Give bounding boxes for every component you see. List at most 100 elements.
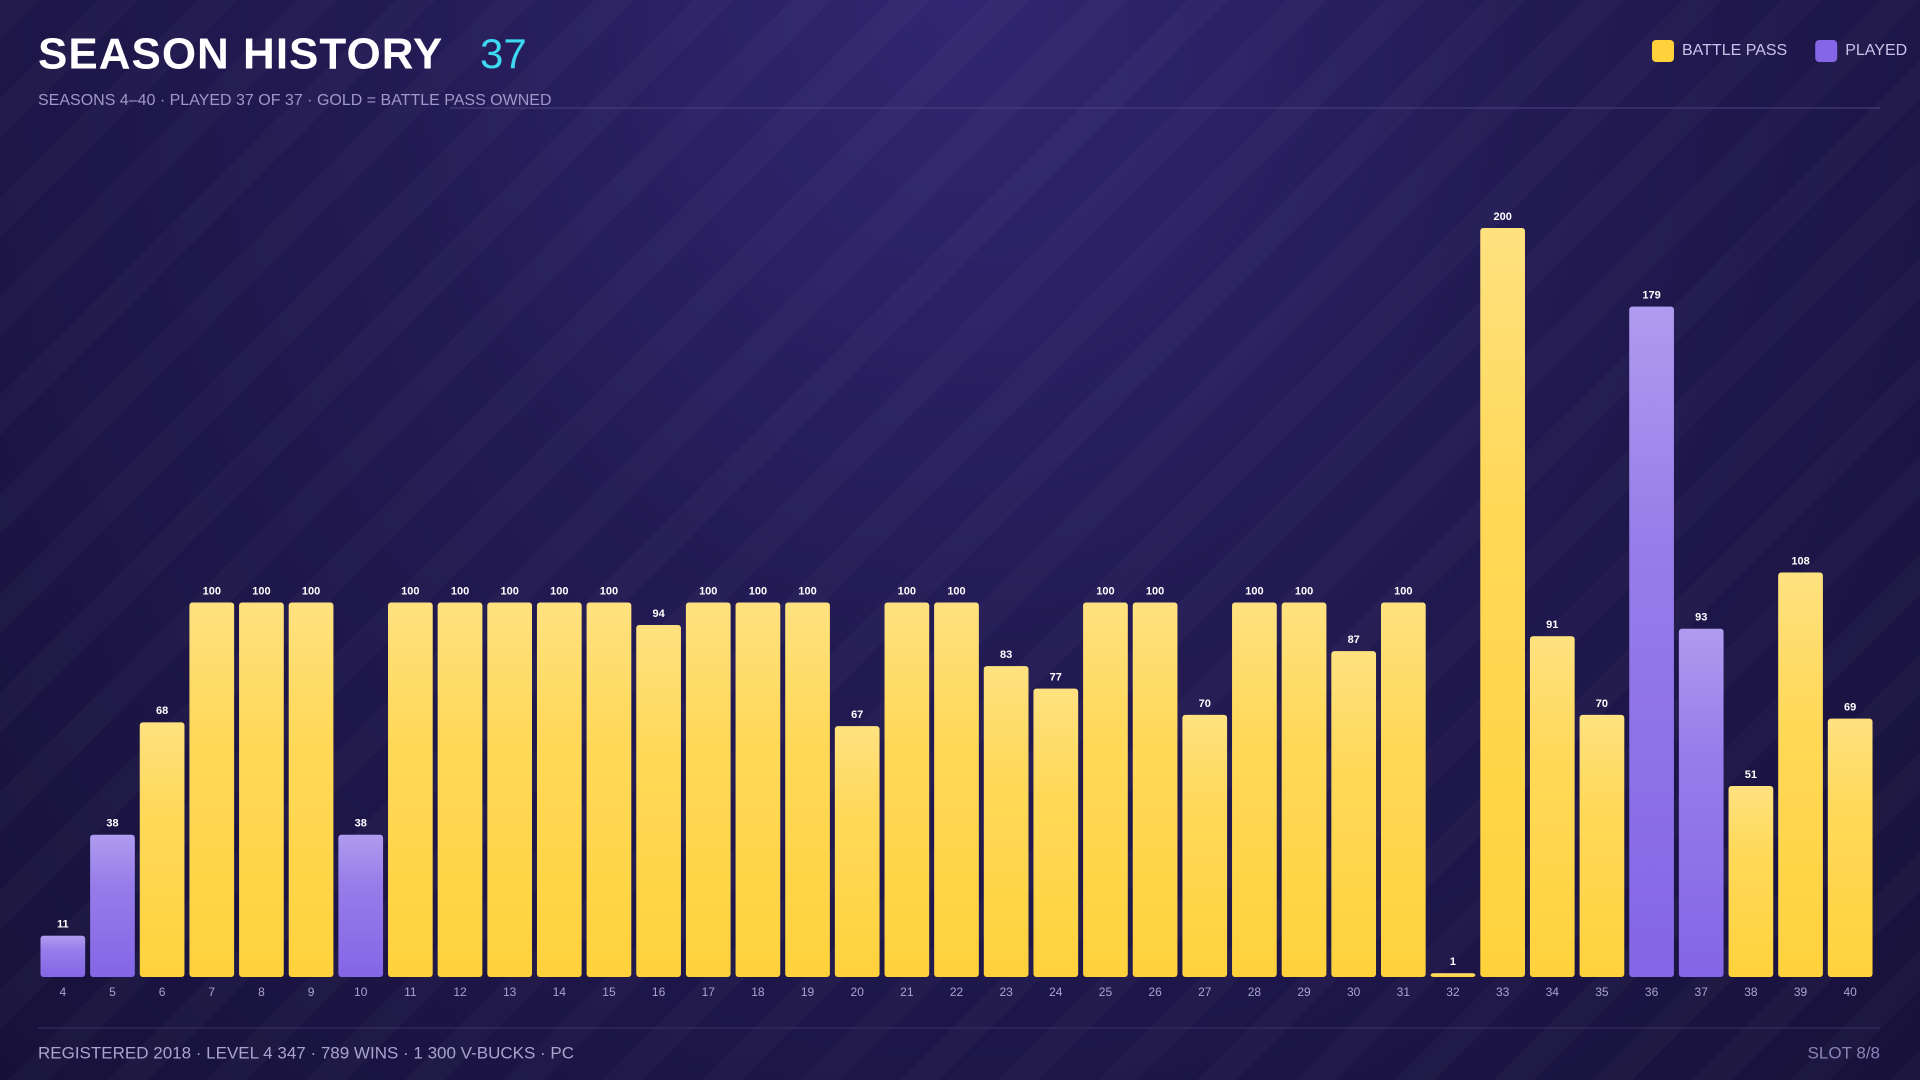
bar-shine	[1827, 718, 1873, 977]
x-tick-label: 15	[602, 985, 616, 999]
value-label: 68	[156, 705, 168, 717]
bar-shine	[487, 602, 533, 977]
x-tick-label: 18	[751, 985, 765, 999]
x-tick-label: 22	[950, 985, 964, 999]
value-label: 100	[1096, 585, 1114, 597]
x-tick-label: 40	[1843, 985, 1857, 999]
x-tick-label: 20	[851, 985, 865, 999]
bar-shine	[1132, 602, 1178, 977]
bar-shine	[1529, 636, 1575, 977]
bar-shine	[1579, 714, 1625, 977]
x-tick-label: 37	[1695, 985, 1709, 999]
value-label: 70	[1596, 698, 1608, 710]
value-label: 100	[600, 585, 618, 597]
bar-shine	[1480, 228, 1525, 977]
value-label: 100	[1394, 585, 1412, 597]
value-label: 100	[749, 585, 767, 597]
value-label: 94	[652, 608, 665, 620]
x-tick-label: 14	[553, 985, 567, 999]
value-label: 77	[1050, 672, 1062, 684]
value-label: 100	[203, 585, 221, 597]
value-label: 100	[898, 585, 916, 597]
bar-shine	[685, 602, 731, 977]
bar-shine	[1083, 602, 1128, 977]
bar-shine	[1331, 651, 1377, 977]
value-label: 100	[451, 585, 469, 597]
footer-right: SLOT 8/8	[1808, 1043, 1880, 1062]
footer: REGISTERED 2018 · LEVEL 4 347 · 789 WINS…	[38, 1043, 574, 1062]
bar-shine	[139, 722, 185, 977]
value-label: 100	[401, 585, 419, 597]
bar-shine	[1678, 628, 1724, 977]
x-tick-label: 13	[503, 985, 517, 999]
x-tick-label: 21	[900, 985, 914, 999]
bar-shine	[884, 602, 930, 977]
chart-title: SEASON HISTORY	[38, 30, 443, 79]
legend-label: BATTLE PASS	[1682, 42, 1787, 59]
x-tick-label: 12	[453, 985, 467, 999]
value-label: 87	[1348, 634, 1360, 646]
value-label: 38	[355, 818, 367, 830]
x-tick-label: 7	[208, 985, 215, 999]
value-label: 100	[252, 585, 270, 597]
legend-swatch	[1815, 40, 1838, 62]
x-tick-label: 23	[999, 985, 1013, 999]
bar-shine	[189, 602, 235, 977]
value-label: 100	[699, 585, 717, 597]
bar-shine	[1232, 602, 1277, 977]
bar-shine	[40, 935, 86, 977]
value-label: 100	[1295, 585, 1313, 597]
value-label: 70	[1199, 698, 1211, 710]
x-tick-label: 38	[1744, 985, 1758, 999]
value-label: 83	[1000, 649, 1012, 661]
x-tick-label: 30	[1347, 985, 1361, 999]
x-tick-label: 34	[1546, 985, 1560, 999]
bar-shine	[785, 602, 830, 977]
bar-shine	[338, 834, 384, 977]
x-tick-label: 27	[1198, 985, 1212, 999]
x-tick-label: 32	[1446, 985, 1460, 999]
bar-shine	[1728, 786, 1774, 977]
value-label: 51	[1745, 769, 1757, 781]
value-label: 100	[302, 585, 320, 597]
bar-shine	[388, 602, 433, 977]
x-tick-label: 6	[159, 985, 166, 999]
bar-shine	[437, 602, 483, 977]
bar-shine	[586, 602, 632, 977]
bar-shine	[1281, 602, 1327, 977]
value-label: 69	[1844, 702, 1856, 714]
value-label: 1	[1450, 956, 1456, 968]
bar-shine	[1033, 688, 1079, 977]
value-label: 108	[1791, 555, 1809, 567]
bar-shine	[1778, 572, 1823, 977]
bar-shine	[1629, 306, 1674, 977]
x-tick-label: 17	[702, 985, 716, 999]
bar-shine	[983, 666, 1029, 977]
x-tick-label: 19	[801, 985, 815, 999]
value-label: 100	[500, 585, 518, 597]
value-label: 93	[1695, 612, 1707, 624]
x-tick-label: 16	[652, 985, 666, 999]
x-tick-label: 9	[308, 985, 315, 999]
value-label: 100	[947, 585, 965, 597]
value-label: 100	[798, 585, 816, 597]
value-label: 67	[851, 709, 863, 721]
subtitle: SEASONS 4–40 · PLAYED 37 OF 37 · GOLD = …	[38, 92, 552, 109]
x-tick-label: 33	[1496, 985, 1510, 999]
legend-label: PLAYED	[1845, 42, 1907, 59]
x-tick-label: 39	[1794, 985, 1808, 999]
bar-shine	[1380, 602, 1426, 977]
bar-shine	[1182, 714, 1228, 977]
x-tick-label: 36	[1645, 985, 1659, 999]
x-tick-label: 31	[1397, 985, 1411, 999]
value-label: 179	[1642, 290, 1660, 302]
x-tick-label: 8	[258, 985, 265, 999]
value-label: 100	[550, 585, 568, 597]
value-label: 11	[57, 919, 69, 931]
legend-swatch	[1652, 40, 1674, 62]
x-tick-label: 25	[1099, 985, 1113, 999]
bar-shine	[239, 602, 284, 977]
x-tick-label: 26	[1148, 985, 1162, 999]
bar-shine	[288, 602, 334, 977]
